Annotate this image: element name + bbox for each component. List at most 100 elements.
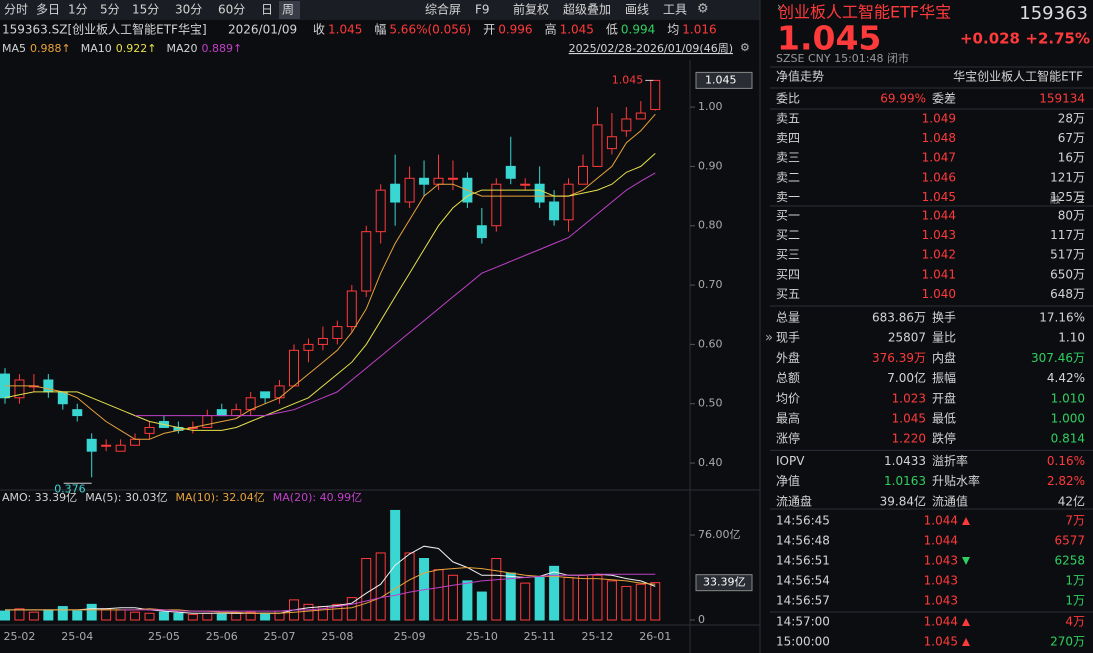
candle-body — [520, 183, 531, 186]
book-volume: 16万 — [1058, 151, 1085, 165]
period-tab[interactable]: 5分 — [100, 3, 120, 17]
volume-bar — [158, 611, 169, 621]
stat-label: 换手 — [932, 311, 956, 325]
trade-volume: 1万 — [1065, 594, 1085, 608]
nav-icon[interactable]: › — [777, 0, 781, 13]
tool-button[interactable]: F9 — [475, 3, 490, 17]
stat-value: 376.39万 — [872, 351, 926, 365]
tool-button[interactable]: 画线 — [625, 3, 649, 17]
candle-body — [476, 225, 487, 239]
book-volume: 80万 — [1058, 209, 1085, 223]
stat-value: 25807 — [888, 331, 926, 345]
volume-bar — [447, 574, 458, 621]
trade-arrow — [962, 557, 970, 565]
volume-ma-line — [5, 545, 656, 614]
stat-label: 现手 — [776, 331, 800, 345]
volume-bar — [303, 603, 314, 621]
collapse-icon[interactable]: » — [765, 331, 773, 346]
x-tick-label: 25-11 — [524, 630, 556, 643]
range: 2025/02/28-2026/01/09(46周) — [569, 42, 733, 55]
stat-label: 总量 — [776, 311, 800, 325]
tool-button[interactable]: 综合屏 — [425, 2, 461, 17]
field-label: 均 — [667, 23, 679, 37]
volume-bar — [361, 558, 372, 621]
candle-body — [346, 290, 357, 328]
trade-price: 1.043 — [924, 574, 958, 588]
volume-bar — [433, 569, 444, 621]
candle-body — [216, 409, 227, 417]
fund-name: 华宝创业板人工智能ETF — [953, 69, 1083, 84]
menu-icon[interactable]: 融 — [1050, 194, 1060, 206]
candle-body — [621, 118, 632, 132]
stat-label: 最低 — [932, 412, 956, 426]
x-tick-label: 25-08 — [321, 630, 353, 643]
period-tab[interactable]: 分时 — [4, 3, 28, 17]
trade-price: 1.044 — [924, 534, 958, 548]
candle-body — [390, 183, 401, 203]
period-tab[interactable]: 多日 — [36, 3, 60, 17]
legend-name: MA(20): 40.99亿 — [273, 491, 362, 504]
trade-volume: 270万 — [1050, 635, 1085, 649]
quote-change: +0.028 — [960, 30, 1020, 48]
price-box — [695, 71, 753, 89]
tool-button[interactable]: 前复权 — [513, 2, 549, 17]
volume-bar — [476, 591, 487, 621]
legend-value: 0.922↑ — [116, 42, 157, 55]
period-tab[interactable]: 60分 — [218, 3, 245, 17]
candle-body — [361, 231, 372, 292]
candle-body — [274, 385, 285, 399]
candle-body — [303, 343, 314, 351]
book-price: 1.047 — [922, 151, 956, 165]
volume-bar — [635, 583, 646, 621]
book-volume: 121万 — [1050, 170, 1085, 184]
tool-button[interactable]: 超级叠加 — [563, 2, 611, 17]
tool-button[interactable]: 工具 — [663, 3, 687, 17]
candle-body — [14, 379, 25, 399]
legend-name: MA(10): 32.04亿 — [175, 491, 264, 504]
candle-body — [43, 379, 54, 393]
date: 2026/01/09 — [228, 23, 297, 37]
trade-price: 1.044 — [924, 615, 958, 629]
stat-value: 42亿 — [1058, 493, 1085, 508]
volume-ma-line — [5, 566, 656, 614]
settings-icon[interactable]: ⚙ — [697, 2, 709, 17]
stat-label: 总额 — [776, 371, 800, 385]
volume-bar — [505, 572, 516, 621]
candle-body — [144, 426, 155, 434]
volume-bar — [43, 609, 54, 621]
volume-bar — [578, 574, 588, 621]
book-label: 卖三 — [776, 151, 800, 165]
x-tick-label: 25-05 — [148, 630, 180, 643]
stat-label: 最高 — [776, 411, 800, 426]
period-tab[interactable]: 1分 — [68, 3, 88, 17]
stat-value: 2.82% — [1047, 474, 1085, 488]
trade-volume: 4万 — [1065, 615, 1085, 629]
volume-box-label: 33.39亿 — [703, 576, 746, 589]
book-label: 买四 — [776, 267, 800, 281]
volume-bar — [86, 603, 97, 621]
period-tab[interactable]: 30分 — [175, 3, 202, 17]
quote-pct: +2.75% — [1025, 30, 1090, 48]
period-tab[interactable]: 15分 — [132, 3, 159, 17]
trade-time: 14:56:51 — [776, 554, 830, 568]
menu-icon[interactable]: ☰ — [1076, 195, 1085, 206]
candle-body — [375, 189, 386, 233]
ma-line — [5, 113, 656, 440]
legend-name: MA20 — [166, 42, 197, 55]
candle-body — [447, 177, 458, 180]
volume-bar — [101, 608, 112, 621]
candle-body — [549, 201, 560, 221]
candle-body — [72, 409, 83, 417]
quote-tab[interactable]: 净值走势 — [776, 69, 824, 84]
period-tab[interactable]: 周 — [282, 3, 294, 17]
y-tick-label: 0.60 — [698, 337, 723, 350]
book-price: 1.048 — [922, 131, 956, 145]
field-value: 5.66%(0.056) — [389, 23, 471, 37]
stat-value: 1.0433 — [884, 454, 926, 468]
field-value: 1.045 — [560, 23, 594, 37]
period-tab[interactable]: 日 — [261, 3, 273, 17]
stat-label: 升贴水率 — [932, 473, 980, 488]
x-tick-label: 25-06 — [206, 630, 238, 643]
ma-line — [4, 153, 656, 431]
settings-icon[interactable]: ⚙ — [740, 41, 750, 54]
